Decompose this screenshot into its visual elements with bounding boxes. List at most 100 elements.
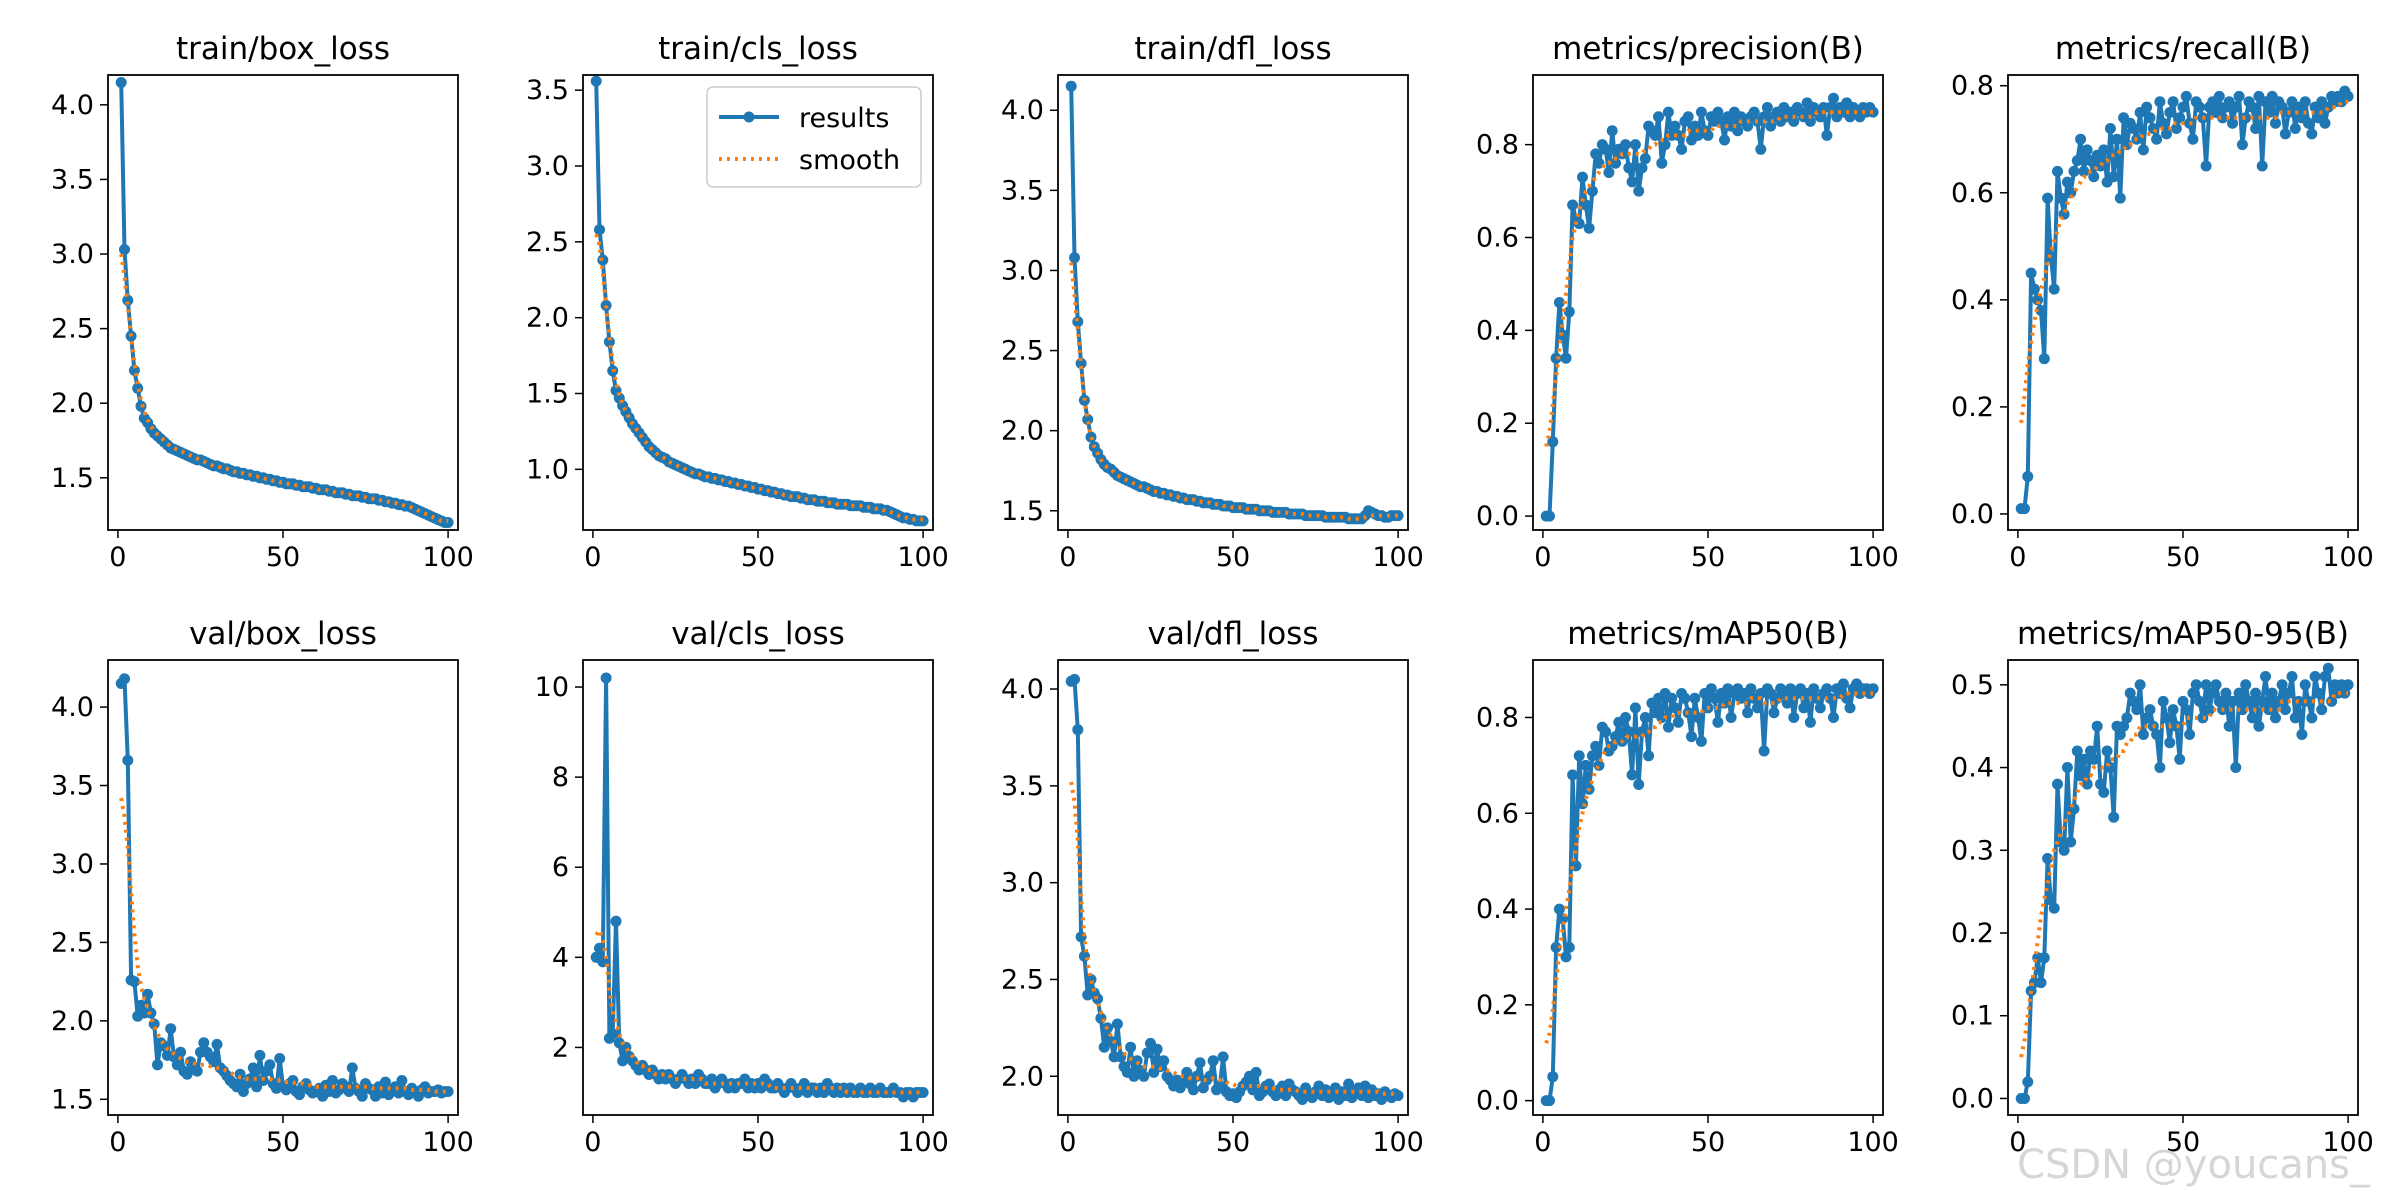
y-tick-label: 0.0 xyxy=(1951,499,1994,530)
results-point xyxy=(1656,157,1668,169)
results-point xyxy=(1573,218,1585,230)
results-point xyxy=(1676,143,1688,155)
results-point xyxy=(122,754,134,766)
results-point xyxy=(2342,679,2354,691)
results-point xyxy=(2207,687,2219,699)
results-point xyxy=(1586,750,1598,762)
results-point xyxy=(1758,111,1770,123)
results-point xyxy=(1844,702,1856,714)
figure-title: YOLOv8 training results xyxy=(1176,1192,1224,1197)
axes-frame xyxy=(582,659,934,1116)
results-point xyxy=(2200,160,2212,172)
x-tick-label: 0 xyxy=(2009,542,2026,573)
x-tick-label: 100 xyxy=(1372,542,1424,573)
results-point xyxy=(1181,1066,1193,1078)
results-point xyxy=(119,244,130,255)
series-smooth-line xyxy=(594,233,924,522)
results-point xyxy=(2052,778,2063,790)
results-point xyxy=(1085,431,1097,443)
results-point xyxy=(2141,101,2153,113)
results-point xyxy=(2250,687,2262,699)
results-point xyxy=(1544,1095,1555,1107)
results-point xyxy=(2240,112,2252,124)
x-tick-label: 0 xyxy=(1534,1127,1551,1158)
results-point xyxy=(1586,185,1598,197)
results-point xyxy=(2048,283,2060,295)
results-point xyxy=(2289,123,2301,134)
results-point xyxy=(2306,128,2318,140)
subplot-metrics-map50-95-b: metrics/mAP50-95(B) 0 50 100 0.0 0.1 0.2 0.3 0.4… xyxy=(1951,616,2374,1158)
results-point xyxy=(1867,106,1879,118)
results-point xyxy=(1682,111,1694,123)
results-point xyxy=(2042,192,2054,204)
results-point xyxy=(1158,1055,1170,1067)
results-point xyxy=(1695,106,1707,118)
results-point xyxy=(1705,683,1717,695)
results-point xyxy=(1590,148,1602,160)
results-point xyxy=(1600,143,1612,155)
x-tick-label: 100 xyxy=(1847,1127,1899,1158)
series-smooth-line xyxy=(1069,262,1399,521)
results-point xyxy=(2312,687,2324,699)
x-tick-label: 50 xyxy=(266,1127,300,1158)
results-point xyxy=(1151,1043,1163,1055)
results-point xyxy=(1824,692,1836,704)
results-point xyxy=(2190,679,2202,691)
y-tick-label: 1.5 xyxy=(51,1084,94,1115)
results-point xyxy=(2091,720,2103,732)
results-point xyxy=(2213,90,2225,102)
results-point xyxy=(1788,115,1800,127)
results-point xyxy=(1761,102,1773,113)
results-point xyxy=(2299,96,2311,108)
results-point xyxy=(2230,762,2242,773)
subplot-title: val/dfl_loss xyxy=(1148,616,1319,652)
y-tick-label: 0.4 xyxy=(1951,753,1994,784)
results-point xyxy=(1111,1018,1123,1030)
results-point xyxy=(1808,683,1820,695)
results-point xyxy=(1577,171,1588,183)
results-point xyxy=(1560,352,1572,364)
results-point xyxy=(2048,902,2060,914)
results-point xyxy=(1672,129,1684,141)
results-point xyxy=(2085,745,2096,757)
x-tick-label: 0 xyxy=(1059,1127,1076,1158)
results-point xyxy=(1580,199,1592,211)
y-tick-label: 0.3 xyxy=(1951,835,1994,866)
results-point xyxy=(1570,860,1582,872)
results-point xyxy=(1653,111,1664,123)
series-smooth-line xyxy=(594,926,924,1095)
results-point xyxy=(356,1090,368,1102)
results-point xyxy=(1131,1055,1143,1067)
results-point xyxy=(2078,753,2090,765)
y-tick-label: 2 xyxy=(552,1032,569,1063)
x-tick-label: 100 xyxy=(422,1127,474,1158)
results-point xyxy=(2279,128,2291,140)
results-point xyxy=(2306,712,2318,724)
results-point xyxy=(2194,695,2205,707)
results-point xyxy=(274,1053,286,1064)
results-point xyxy=(1573,750,1585,762)
results-point xyxy=(1577,798,1588,810)
results-point xyxy=(1623,162,1635,174)
plot-area xyxy=(590,75,929,527)
axes-frame xyxy=(1532,74,1884,531)
y-tick-label: 3.5 xyxy=(1001,771,1044,802)
results-point xyxy=(1610,157,1621,169)
results-point xyxy=(2253,720,2265,732)
results-point xyxy=(600,672,612,684)
y-tick-label: 0.2 xyxy=(1951,918,1994,949)
subplot-title: metrics/mAP50-95(B) xyxy=(2017,616,2349,652)
results-point xyxy=(1814,702,1826,714)
y-tick-label: 4.0 xyxy=(1001,95,1044,126)
results-point xyxy=(1662,721,1674,733)
results-point xyxy=(2101,745,2113,757)
results-point xyxy=(1194,1057,1206,1069)
results-point xyxy=(2104,123,2116,134)
y-tick-label: 10 xyxy=(535,672,569,703)
results-point xyxy=(1075,357,1087,369)
results-point xyxy=(2038,353,2050,365)
results-point xyxy=(1639,712,1651,723)
axes-frame xyxy=(1057,659,1409,1116)
results-point xyxy=(2055,192,2067,204)
y-tick-label: 0.8 xyxy=(1951,71,1994,102)
